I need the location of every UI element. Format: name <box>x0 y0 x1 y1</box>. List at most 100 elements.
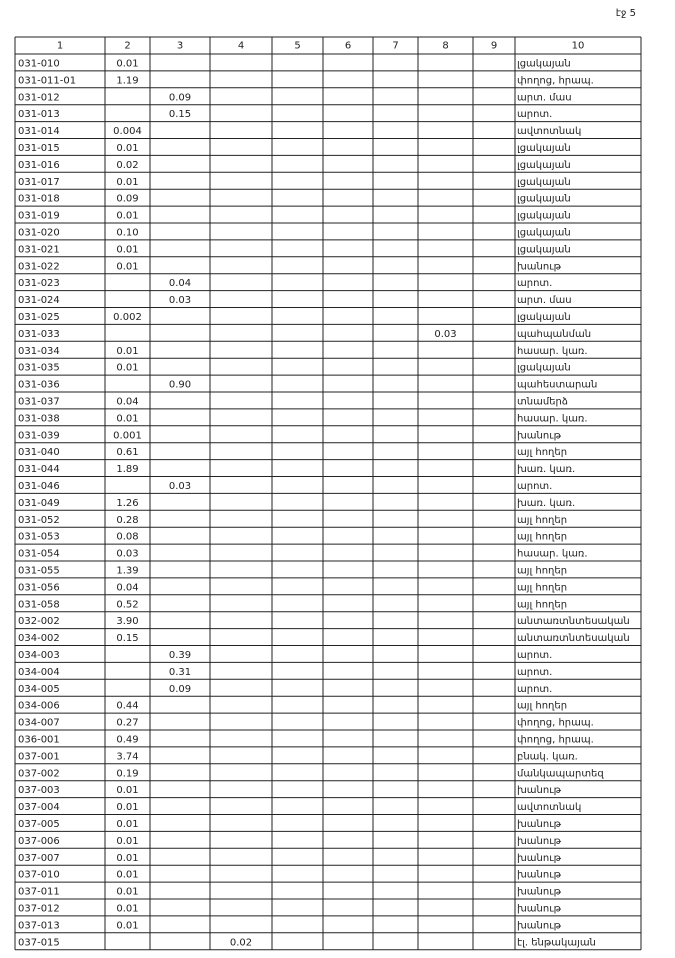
land-use: արտ. մաս <box>517 92 572 103</box>
area-value: 0.001 <box>113 430 142 441</box>
parcel-code: 037-001 <box>18 751 60 762</box>
area-value: 0.90 <box>169 380 191 391</box>
parcel-code: 037-002 <box>18 768 60 779</box>
area-value: 0.49 <box>116 734 138 745</box>
land-use: անտառտնտեսական <box>517 616 630 627</box>
parcel-code: 034-007 <box>18 718 60 729</box>
column-header: 5 <box>294 41 300 52</box>
land-use: ավտոտնակ <box>517 126 581 137</box>
parcel-code: 031-025 <box>18 312 60 323</box>
area-value: 0.01 <box>116 211 138 222</box>
area-value: 0.39 <box>169 650 191 661</box>
land-use: այլ հողեր <box>517 515 567 526</box>
parcel-code: 037-015 <box>18 937 60 948</box>
area-value: 0.004 <box>113 126 142 137</box>
parcel-code: 031-023 <box>18 278 60 289</box>
parcel-code: 031-019 <box>18 211 60 222</box>
area-value: 0.04 <box>116 396 138 407</box>
parcel-code: 031-055 <box>18 565 60 576</box>
parcel-code: 037-006 <box>18 836 60 847</box>
area-value: 0.27 <box>116 718 138 729</box>
area-value: 0.01 <box>116 853 138 864</box>
parcel-code: 031-049 <box>18 498 60 509</box>
land-use: փողոց, հրապ. <box>517 718 594 729</box>
parcel-code: 031-044 <box>18 464 60 475</box>
column-header: 8 <box>442 41 448 52</box>
column-header: 10 <box>572 41 585 52</box>
page-label: էջ 5 <box>616 8 636 19</box>
area-value: 0.15 <box>169 109 191 120</box>
land-use: արոտ. <box>517 481 552 492</box>
parcel-code: 031-011-01 <box>18 75 76 86</box>
area-value: 0.01 <box>116 244 138 255</box>
land-use: լցակայան <box>517 58 571 69</box>
land-use: հասար. կառ. <box>517 346 588 357</box>
area-value: 0.04 <box>169 278 191 289</box>
parcel-code: 031-058 <box>18 599 60 610</box>
land-use: փողոց, հրապ. <box>517 734 594 745</box>
area-value: 0.04 <box>116 582 138 593</box>
area-value: 0.002 <box>113 312 142 323</box>
area-value: 0.10 <box>116 227 138 238</box>
area-value: 0.09 <box>116 194 138 205</box>
area-value: 0.01 <box>116 58 138 69</box>
land-use: այլ հողեր <box>517 447 567 458</box>
area-value: 0.44 <box>116 701 138 712</box>
land-use: էլ. ենթակայան <box>517 937 596 948</box>
area-value: 0.08 <box>116 532 138 543</box>
parcel-code: 031-021 <box>18 244 60 255</box>
area-value: 0.09 <box>169 684 191 695</box>
land-use: այլ հողեր <box>517 599 567 610</box>
land-use: խանութ <box>517 920 562 931</box>
land-use: խանութ <box>517 887 562 898</box>
land-use: այլ հողեր <box>517 532 567 543</box>
parcel-code: 037-013 <box>18 920 60 931</box>
area-value: 0.03 <box>434 329 456 340</box>
parcel-code: 031-013 <box>18 109 60 120</box>
land-use: լցակայան <box>517 363 571 374</box>
parcel-code: 031-034 <box>18 346 60 357</box>
area-value: 0.01 <box>116 177 138 188</box>
area-value: 0.01 <box>116 836 138 847</box>
land-use: խառ. կառ. <box>517 498 575 509</box>
parcel-code: 034-006 <box>18 701 60 712</box>
land-use: բնակ. կառ. <box>517 751 578 762</box>
parcel-code: 034-003 <box>18 650 60 661</box>
parcel-code: 031-040 <box>18 447 60 458</box>
land-use: լցակայան <box>517 143 571 154</box>
land-use: խանութ <box>517 853 562 864</box>
area-value: 0.01 <box>116 819 138 830</box>
area-value: 0.01 <box>116 413 138 424</box>
area-value: 0.01 <box>116 920 138 931</box>
area-value: 0.31 <box>169 667 191 678</box>
area-value: 0.02 <box>230 937 252 948</box>
parcel-code: 037-004 <box>18 802 60 813</box>
area-value: 0.01 <box>116 363 138 374</box>
parcel-code: 031-024 <box>18 295 60 306</box>
parcel-code: 031-039 <box>18 430 60 441</box>
land-use: խանութ <box>517 261 562 272</box>
parcel-code: 031-035 <box>18 363 60 374</box>
land-use: հասար. կառ. <box>517 413 588 424</box>
column-header: 1 <box>57 41 63 52</box>
area-value: 0.01 <box>116 261 138 272</box>
area-value: 0.01 <box>116 802 138 813</box>
land-use: խանութ <box>517 903 562 914</box>
area-value: 0.01 <box>116 785 138 796</box>
area-value: 0.01 <box>116 870 138 881</box>
area-value: 1.26 <box>116 498 138 509</box>
area-value: 0.01 <box>116 143 138 154</box>
land-use: արոտ. <box>517 109 552 120</box>
parcel-code: 031-054 <box>18 549 60 560</box>
land-use: անտառտնտեսական <box>517 633 630 644</box>
area-value: 0.09 <box>169 92 191 103</box>
area-value: 0.28 <box>116 515 138 526</box>
land-use: արոտ. <box>517 667 552 678</box>
parcel-code: 037-011 <box>18 887 60 898</box>
parcel-code: 031-053 <box>18 532 60 543</box>
parcel-code: 037-003 <box>18 785 60 796</box>
land-use: այլ հողեր <box>517 582 567 593</box>
land-use: արոտ. <box>517 684 552 695</box>
